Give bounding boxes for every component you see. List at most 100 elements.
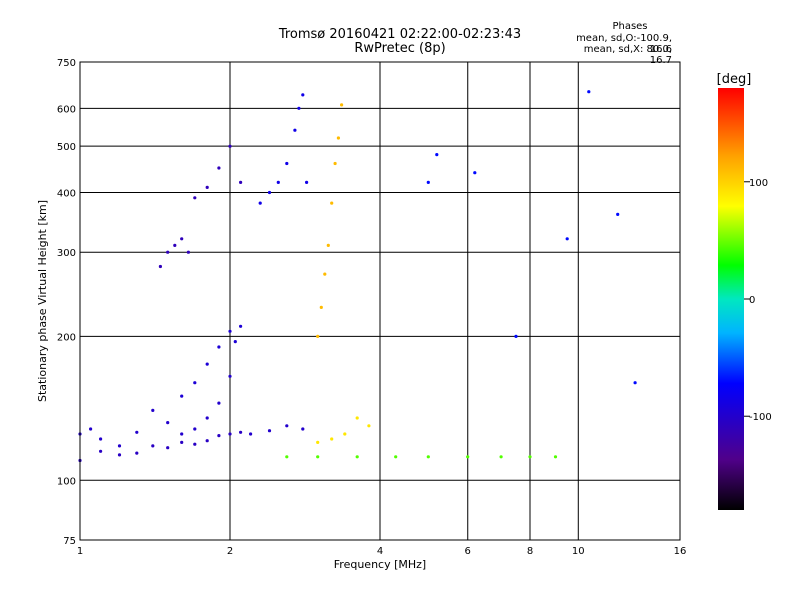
data-point (89, 427, 93, 431)
data-point (285, 161, 289, 166)
x-tick-label: 10 (572, 546, 585, 557)
data-point (117, 444, 122, 448)
data-point (343, 432, 347, 436)
colorbar-tick-label: 0 (749, 295, 755, 306)
data-point (267, 190, 272, 195)
data-point (473, 171, 477, 175)
data-point (228, 432, 232, 436)
data-point (587, 90, 591, 94)
data-point (135, 451, 139, 455)
phases-mean-o: mean, sd,O:-100.9, 16.6 (576, 33, 672, 55)
data-point (239, 430, 243, 434)
y-tick-label: 200 (57, 332, 76, 343)
x-tick-labels: 1 2 4 6 8 10 16 (77, 546, 687, 557)
colorbar-tick-label: 100 (749, 178, 768, 189)
data-point (228, 329, 232, 333)
data-point (193, 442, 197, 446)
data-point (633, 381, 637, 385)
data-point (285, 424, 289, 428)
data-point (166, 250, 170, 254)
phases-mean-x: mean, sd,X: 80.0, 16.7 (583, 44, 672, 66)
data-point (565, 237, 569, 241)
data-point (435, 153, 439, 157)
data-point (301, 427, 305, 431)
data-point (166, 421, 170, 425)
colorbar-label: [deg] (717, 72, 752, 87)
x-tick-label: 16 (674, 546, 687, 557)
data-point (276, 180, 280, 184)
data-point (316, 334, 320, 338)
colorbar-ticks: 100 0 -100 (744, 178, 772, 423)
data-point (180, 237, 184, 241)
data-point (394, 455, 398, 459)
data-point (293, 128, 297, 132)
y-tick-label: 750 (57, 58, 76, 69)
chart-subtitle: RwPretec (8p) (354, 41, 446, 56)
data-point (180, 432, 184, 436)
data-point (297, 106, 301, 110)
y-tick-label: 600 (57, 104, 76, 115)
x-tick-label: 1 (77, 546, 83, 557)
data-point (117, 453, 122, 457)
data-point (319, 305, 323, 309)
data-point (301, 93, 305, 97)
data-point (333, 161, 337, 166)
data-point (193, 196, 197, 200)
y-tick-label: 500 (57, 142, 76, 153)
data-point (180, 394, 184, 398)
y-tick-label: 100 (57, 476, 76, 487)
data-point (316, 455, 320, 459)
data-point (267, 429, 272, 433)
colorbar-tick-label: -100 (749, 412, 772, 423)
data-point (205, 362, 209, 366)
x-tick-label: 6 (465, 546, 471, 557)
data-point (228, 374, 232, 378)
data-point (249, 432, 253, 436)
colorbar (718, 88, 744, 510)
data-point (217, 166, 221, 170)
data-point (340, 103, 344, 107)
data-point (499, 455, 503, 459)
data-point (426, 455, 430, 459)
data-point (217, 401, 221, 405)
data-point (135, 430, 139, 434)
chart-title: Tromsø 20160421 02:22:00-02:23:43 (278, 27, 522, 42)
data-point (173, 243, 177, 247)
data-point (217, 434, 221, 438)
data-point (205, 185, 209, 189)
data-point (323, 272, 327, 276)
data-point (193, 381, 197, 385)
data-point (305, 180, 309, 184)
data-point (239, 324, 243, 328)
phases-heading: Phases (612, 21, 648, 32)
y-axis-label: Stationary phase Virtual Height [km] (36, 200, 49, 402)
data-point (193, 427, 197, 431)
data-point (466, 455, 470, 459)
data-point (367, 424, 371, 428)
x-axis-label: Frequency [MHz] (334, 558, 426, 571)
data-point (186, 250, 190, 254)
data-point (616, 212, 620, 216)
data-point (239, 180, 243, 184)
plot-frame (79, 61, 681, 541)
y-tick-labels: 75 100 200 300 400 500 600 750 (57, 58, 76, 547)
data-point (258, 201, 262, 205)
y-tick-label: 75 (63, 536, 76, 547)
data-point (355, 455, 359, 459)
data-point (528, 455, 532, 459)
data-point (355, 416, 359, 420)
y-tick-label: 400 (57, 188, 76, 199)
data-point (217, 345, 221, 349)
data-point (316, 440, 320, 444)
grid (80, 62, 680, 540)
data-point (99, 437, 103, 441)
data-point (166, 446, 170, 450)
data-point (99, 449, 103, 453)
x-tick-label: 2 (227, 546, 233, 557)
x-tick-label: 4 (377, 546, 383, 557)
data-point (553, 455, 558, 459)
data-point (151, 408, 155, 412)
data-point (336, 136, 340, 140)
data-point (426, 180, 430, 184)
data-point (205, 416, 209, 420)
